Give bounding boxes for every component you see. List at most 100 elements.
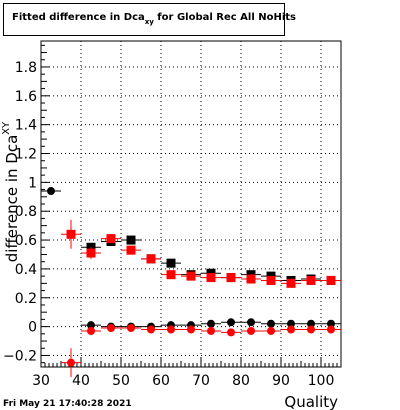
data-point: [201, 273, 221, 283]
square-marker: [146, 254, 156, 264]
square-marker: [106, 234, 116, 244]
data-point: [101, 324, 121, 333]
data-point: [141, 254, 161, 264]
data-point: [241, 326, 261, 335]
circle-marker: [167, 325, 175, 334]
data-point: [121, 245, 141, 255]
data-point: [181, 325, 201, 334]
axis-ticks: [40, 44, 338, 367]
x-tick-label: 100: [308, 373, 335, 389]
square-marker: [126, 235, 136, 245]
data-point: [101, 234, 121, 244]
square-marker: [286, 278, 296, 288]
timestamp: Fri May 21 17:40:28 2021: [3, 399, 132, 409]
x-tick-label: 30: [32, 373, 50, 389]
data-point: [81, 247, 101, 259]
data-point: [261, 319, 281, 328]
x-tick-label: 80: [232, 373, 250, 389]
data-point: [121, 324, 141, 333]
data-point: [61, 348, 81, 378]
square-marker: [166, 270, 176, 280]
circle-marker: [267, 326, 275, 335]
square-marker: [326, 275, 336, 285]
y-tick-label: 1.4: [15, 118, 37, 134]
circle-marker: [307, 325, 315, 334]
y-tick-label: 0.8: [15, 204, 37, 220]
data-point: [321, 275, 341, 285]
data-point: [161, 325, 181, 334]
x-tick-label: 90: [272, 373, 290, 389]
y-tick-label: 0.6: [15, 233, 37, 249]
circle-marker: [47, 187, 55, 196]
circle-marker: [67, 358, 75, 367]
circle-marker: [87, 321, 95, 330]
data-point: [181, 271, 201, 281]
square-marker: [226, 273, 236, 283]
square-marker: [86, 248, 96, 258]
square-marker: [126, 245, 136, 255]
y-tick-label: 1.2: [15, 147, 37, 163]
circle-marker: [247, 326, 255, 335]
x-tick-label: 70: [192, 373, 210, 389]
y-tick-label: 0.4: [15, 262, 37, 278]
data-point: [221, 328, 241, 337]
data-point: [301, 325, 321, 334]
circle-marker: [287, 325, 295, 334]
circle-marker: [327, 319, 335, 328]
x-tick-label: 40: [72, 373, 90, 389]
grid: [41, 41, 341, 367]
data-point: [121, 235, 141, 245]
x-tick-labels: 30 40 50 60 70 80 90 100: [32, 373, 334, 389]
data-point: [221, 273, 241, 283]
y-tick-label: 0: [28, 320, 37, 336]
y-tick-labels: −0.2 0 0.2 0.4 0.6 0.8 1 1.2 1.4 1.6 1.8: [3, 60, 37, 364]
circle-marker: [307, 319, 315, 328]
data-point: [61, 219, 81, 249]
data-point: [261, 275, 281, 285]
data-point: [281, 319, 301, 328]
y-axis-title: difference in DcaXY: [1, 121, 21, 262]
x-tick-label: 50: [112, 373, 130, 389]
square-marker: [186, 271, 196, 281]
data-point: [81, 321, 101, 330]
square-marker: [306, 275, 316, 285]
data-markers: [41, 187, 341, 378]
square-marker: [166, 258, 176, 268]
circle-marker: [227, 318, 235, 327]
y-tick-label: −0.2: [3, 348, 37, 364]
x-tick-label: 60: [152, 373, 170, 389]
circle-marker: [247, 318, 255, 327]
square-marker: [206, 273, 216, 283]
square-marker: [246, 274, 256, 284]
y-tick-label: 0.2: [15, 291, 37, 307]
y-tick-label: 1: [28, 175, 37, 191]
plot-frame: [40, 40, 342, 368]
data-point: [201, 319, 221, 328]
circle-marker: [267, 319, 275, 328]
data-point: [221, 318, 241, 327]
circle-marker: [187, 325, 195, 334]
data-point: [41, 187, 61, 196]
data-point: [141, 325, 161, 334]
square-marker: [66, 229, 76, 239]
circle-marker: [227, 328, 235, 337]
data-point: [321, 319, 341, 328]
data-point: [321, 325, 341, 334]
data-point: [241, 274, 261, 284]
circle-marker: [107, 324, 115, 333]
circle-marker: [207, 326, 215, 335]
data-point: [161, 270, 181, 280]
y-tick-label: 1.6: [15, 89, 37, 105]
data-point: [301, 275, 321, 285]
circle-marker: [207, 319, 215, 328]
data-point: [241, 318, 261, 327]
circle-marker: [147, 325, 155, 334]
circle-marker: [327, 325, 335, 334]
title-box: [3, 3, 285, 36]
circle-marker: [87, 326, 95, 335]
data-point: [281, 278, 301, 288]
data-point: [161, 258, 181, 268]
x-axis-title: Quality: [284, 393, 338, 410]
chart-title: Fitted difference in Dcaxy for Global Re…: [12, 12, 296, 26]
